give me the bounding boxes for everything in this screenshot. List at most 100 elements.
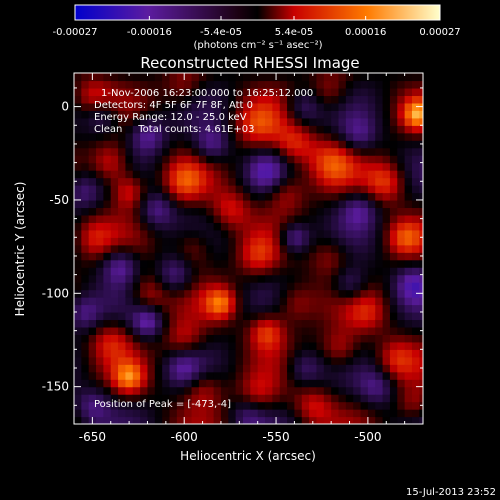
heatmap-cell — [74, 95, 82, 104]
heatmap-cell — [140, 282, 149, 291]
heatmap-cell — [389, 282, 398, 291]
heatmap-cell — [154, 222, 163, 231]
heatmap-cell — [242, 259, 251, 268]
heatmap-cell — [279, 162, 288, 171]
heatmap-cell — [419, 110, 423, 119]
heatmap-cell — [331, 297, 340, 306]
heatmap-cell — [404, 356, 413, 365]
axis-tick-labels: -650 -600 -550 -500-150-100-500 — [42, 100, 382, 444]
heatmap-cell — [96, 214, 104, 223]
heatmap-cell — [206, 341, 215, 350]
heatmap-cell — [162, 401, 171, 410]
heatmap-cell — [132, 282, 141, 291]
heatmap-cell — [74, 379, 82, 388]
heatmap-cell — [96, 311, 104, 321]
heatmap-cell — [360, 229, 369, 238]
heatmap-cell — [206, 259, 215, 268]
heatmap-cell — [404, 199, 413, 209]
heatmap-cell — [301, 289, 310, 298]
heatmap-cell — [206, 199, 215, 209]
heatmap-cell — [411, 252, 420, 261]
heatmap-cell — [301, 274, 310, 283]
heatmap-cell — [154, 259, 163, 268]
heatmap-cell — [397, 334, 406, 343]
heatmap-cell — [220, 147, 229, 156]
heatmap-cell — [235, 259, 244, 268]
heatmap-cell — [411, 147, 420, 156]
heatmap-cell — [272, 110, 281, 119]
heatmap-cell — [96, 252, 104, 261]
heatmap-cell — [235, 349, 244, 358]
heatmap-cell — [118, 401, 127, 410]
heatmap-cell — [265, 326, 273, 335]
heatmap-cell — [198, 199, 207, 209]
heatmap-cell — [250, 87, 259, 97]
heatmap-cell — [389, 87, 398, 97]
heatmap-cell — [228, 274, 237, 283]
heatmap-cell — [279, 229, 288, 238]
heatmap-cell — [198, 304, 207, 313]
heatmap-cell — [184, 185, 193, 194]
heatmap-cell — [338, 237, 347, 246]
heatmap-cell — [397, 199, 406, 209]
heatmap-cell — [191, 185, 200, 194]
heatmap-cell — [287, 259, 296, 268]
heatmap-cell — [96, 192, 104, 201]
heatmap-cell — [272, 170, 281, 179]
heatmap-cell — [301, 311, 310, 321]
heatmap-cell — [220, 170, 229, 179]
heatmap-cell — [345, 192, 354, 201]
heatmap-cell — [103, 252, 112, 261]
heatmap-cell — [353, 199, 362, 209]
heatmap-cell — [228, 326, 237, 335]
heatmap-cell — [147, 125, 156, 134]
heatmap-cell — [103, 334, 112, 343]
heatmap-cell — [389, 319, 398, 328]
heatmap-cell — [294, 371, 303, 380]
heatmap-cell — [353, 73, 362, 82]
heatmap-cell — [309, 364, 318, 373]
heatmap-cell — [411, 401, 420, 410]
heatmap-cell — [162, 140, 171, 149]
heatmap-cell — [162, 73, 171, 82]
heatmap-cell — [257, 304, 266, 313]
heatmap-cell — [265, 319, 273, 328]
heatmap-cell — [309, 409, 318, 418]
heatmap-cell — [404, 416, 413, 424]
heatmap-cell — [198, 326, 207, 335]
heatmap-cell — [242, 207, 251, 216]
heatmap-cell — [323, 252, 332, 261]
heatmap-cell — [309, 394, 318, 403]
heatmap-cell — [257, 140, 266, 149]
heatmap-cell — [184, 364, 193, 373]
heatmap-cell — [353, 80, 362, 89]
heatmap-cell — [345, 177, 354, 186]
heatmap-cell — [309, 371, 318, 380]
heatmap-cell — [110, 80, 119, 89]
heatmap-cell — [389, 304, 398, 313]
heatmap-cell — [323, 207, 332, 216]
heatmap-cell — [103, 73, 112, 82]
heatmap-cell — [272, 349, 281, 358]
heatmap-cell — [184, 222, 193, 231]
heatmap-cell — [184, 110, 193, 119]
heatmap-cell — [132, 409, 141, 418]
heatmap-cell — [213, 267, 222, 276]
heatmap-cell — [176, 110, 185, 119]
heatmap-cell — [404, 117, 413, 126]
heatmap-cell — [184, 207, 193, 216]
heatmap-cell — [287, 177, 296, 186]
heatmap-cell — [96, 170, 104, 179]
heatmap-cell — [103, 214, 112, 223]
heatmap-cell — [162, 386, 171, 395]
heatmap-cell — [345, 237, 354, 246]
heatmap-cell — [411, 229, 420, 238]
heatmap-cell — [382, 349, 391, 358]
heatmap-cell — [345, 267, 354, 276]
heatmap-cell — [382, 155, 391, 164]
heatmap-cell — [397, 132, 406, 141]
heatmap-cell — [81, 356, 90, 365]
heatmap-cell — [397, 282, 406, 291]
heatmap-cell — [162, 222, 171, 231]
heatmap-cell — [147, 132, 156, 141]
